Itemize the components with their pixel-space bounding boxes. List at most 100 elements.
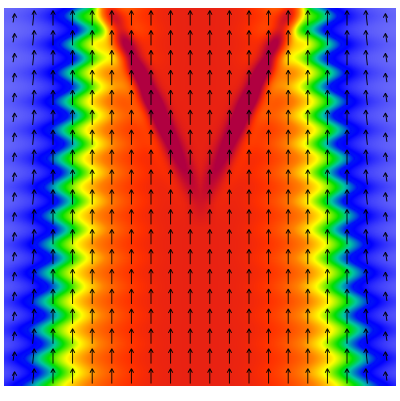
vector-arrow bbox=[128, 368, 134, 384]
vector-arrow bbox=[148, 248, 154, 265]
vector-arrow bbox=[50, 89, 56, 106]
vector-arrow bbox=[226, 229, 232, 245]
vector-arrow bbox=[305, 129, 311, 145]
vector-arrow bbox=[148, 328, 154, 344]
vector-arrow bbox=[168, 229, 174, 245]
vector-arrow bbox=[128, 69, 134, 86]
vector-arrow bbox=[207, 209, 213, 225]
vector-arrow bbox=[207, 109, 213, 125]
vector-arrow bbox=[246, 30, 252, 46]
vector-arrow bbox=[11, 152, 18, 162]
vector-arrow bbox=[324, 368, 330, 384]
vector-arrow bbox=[266, 288, 272, 304]
vector-arrow bbox=[109, 109, 115, 125]
vector-arrow bbox=[363, 209, 369, 225]
vector-arrow bbox=[226, 89, 232, 106]
vector-arrow bbox=[246, 209, 252, 225]
vector-arrow bbox=[168, 308, 174, 324]
vector-arrow bbox=[207, 189, 213, 205]
vector-arrow bbox=[89, 109, 95, 125]
vector-arrow bbox=[207, 50, 213, 66]
vector-arrow bbox=[324, 50, 330, 66]
vector-arrow bbox=[382, 72, 389, 83]
vector-arrow bbox=[128, 288, 134, 304]
vector-arrow bbox=[31, 30, 37, 46]
vector-arrow bbox=[344, 268, 350, 285]
vector-arrow bbox=[187, 10, 193, 26]
vector-arrow bbox=[31, 209, 37, 225]
vector-arrow bbox=[148, 268, 154, 285]
vector-arrow bbox=[246, 368, 252, 384]
vector-arrow bbox=[31, 248, 37, 265]
vector-arrow bbox=[89, 129, 95, 145]
vector-arrow bbox=[344, 10, 350, 26]
vector-arrow bbox=[148, 149, 154, 165]
vector-arrow bbox=[285, 89, 291, 106]
vector-arrow bbox=[187, 109, 193, 125]
vector-arrow bbox=[109, 248, 115, 265]
vector-arrow bbox=[363, 248, 369, 265]
vector-arrow bbox=[285, 10, 291, 26]
vector-arrow bbox=[207, 368, 213, 384]
plot-area bbox=[4, 8, 396, 386]
vector-arrow bbox=[226, 109, 232, 125]
vector-arrow bbox=[324, 89, 330, 106]
vector-arrow bbox=[148, 129, 154, 145]
vector-arrow bbox=[168, 348, 174, 364]
vector-arrow bbox=[246, 248, 252, 265]
vector-arrow bbox=[363, 189, 369, 205]
vector-arrow bbox=[382, 33, 389, 43]
vector-arrow bbox=[324, 288, 330, 304]
vector-arrow bbox=[266, 248, 272, 265]
vector-arrow bbox=[285, 308, 291, 324]
vector-arrow bbox=[285, 169, 291, 185]
vector-arrow bbox=[344, 308, 350, 324]
vector-arrow bbox=[344, 229, 350, 245]
vector-arrow bbox=[109, 189, 115, 205]
vector-arrow bbox=[226, 10, 232, 26]
vector-arrow bbox=[31, 129, 37, 145]
vector-arrow bbox=[89, 368, 95, 384]
vector-arrow bbox=[226, 50, 232, 66]
vector-arrow bbox=[226, 268, 232, 285]
vector-arrow bbox=[266, 50, 272, 66]
vector-arrow bbox=[305, 248, 311, 265]
vector-arrow bbox=[187, 69, 193, 86]
vector-arrow bbox=[31, 348, 37, 364]
vector-arrow bbox=[50, 209, 56, 225]
vector-arrow bbox=[128, 248, 134, 265]
vector-arrow bbox=[109, 50, 115, 66]
vector-arrow bbox=[109, 149, 115, 165]
vector-arrow bbox=[109, 348, 115, 364]
vector-arrow bbox=[305, 268, 311, 285]
vector-arrow bbox=[226, 368, 232, 384]
vector-arrow bbox=[187, 348, 193, 364]
vector-arrow bbox=[305, 169, 311, 185]
vector-arrow bbox=[382, 371, 389, 381]
vector-arrow bbox=[246, 169, 252, 185]
vector-arrow bbox=[285, 109, 291, 125]
vector-arrow bbox=[128, 308, 134, 324]
vector-arrow bbox=[11, 172, 18, 182]
vector-arrow bbox=[363, 109, 369, 125]
vector-arrow bbox=[50, 30, 56, 46]
vector-arrow bbox=[89, 69, 95, 86]
vector-arrow bbox=[89, 50, 95, 66]
vector-arrow bbox=[89, 288, 95, 304]
vector-arrow bbox=[50, 308, 56, 324]
vector-arrow bbox=[285, 50, 291, 66]
vector-arrow bbox=[11, 132, 18, 142]
vector-arrow bbox=[109, 169, 115, 185]
vector-arrow bbox=[31, 69, 37, 86]
vector-arrow bbox=[109, 69, 115, 86]
vector-arrow bbox=[168, 248, 174, 265]
vector-arrow bbox=[207, 69, 213, 86]
vector-arrow bbox=[148, 209, 154, 225]
vector-arrow bbox=[266, 149, 272, 165]
vector-arrow bbox=[324, 109, 330, 125]
vector-arrow bbox=[187, 229, 193, 245]
vector-arrow bbox=[31, 189, 37, 205]
vector-arrow bbox=[148, 348, 154, 364]
vector-arrow bbox=[70, 268, 76, 285]
